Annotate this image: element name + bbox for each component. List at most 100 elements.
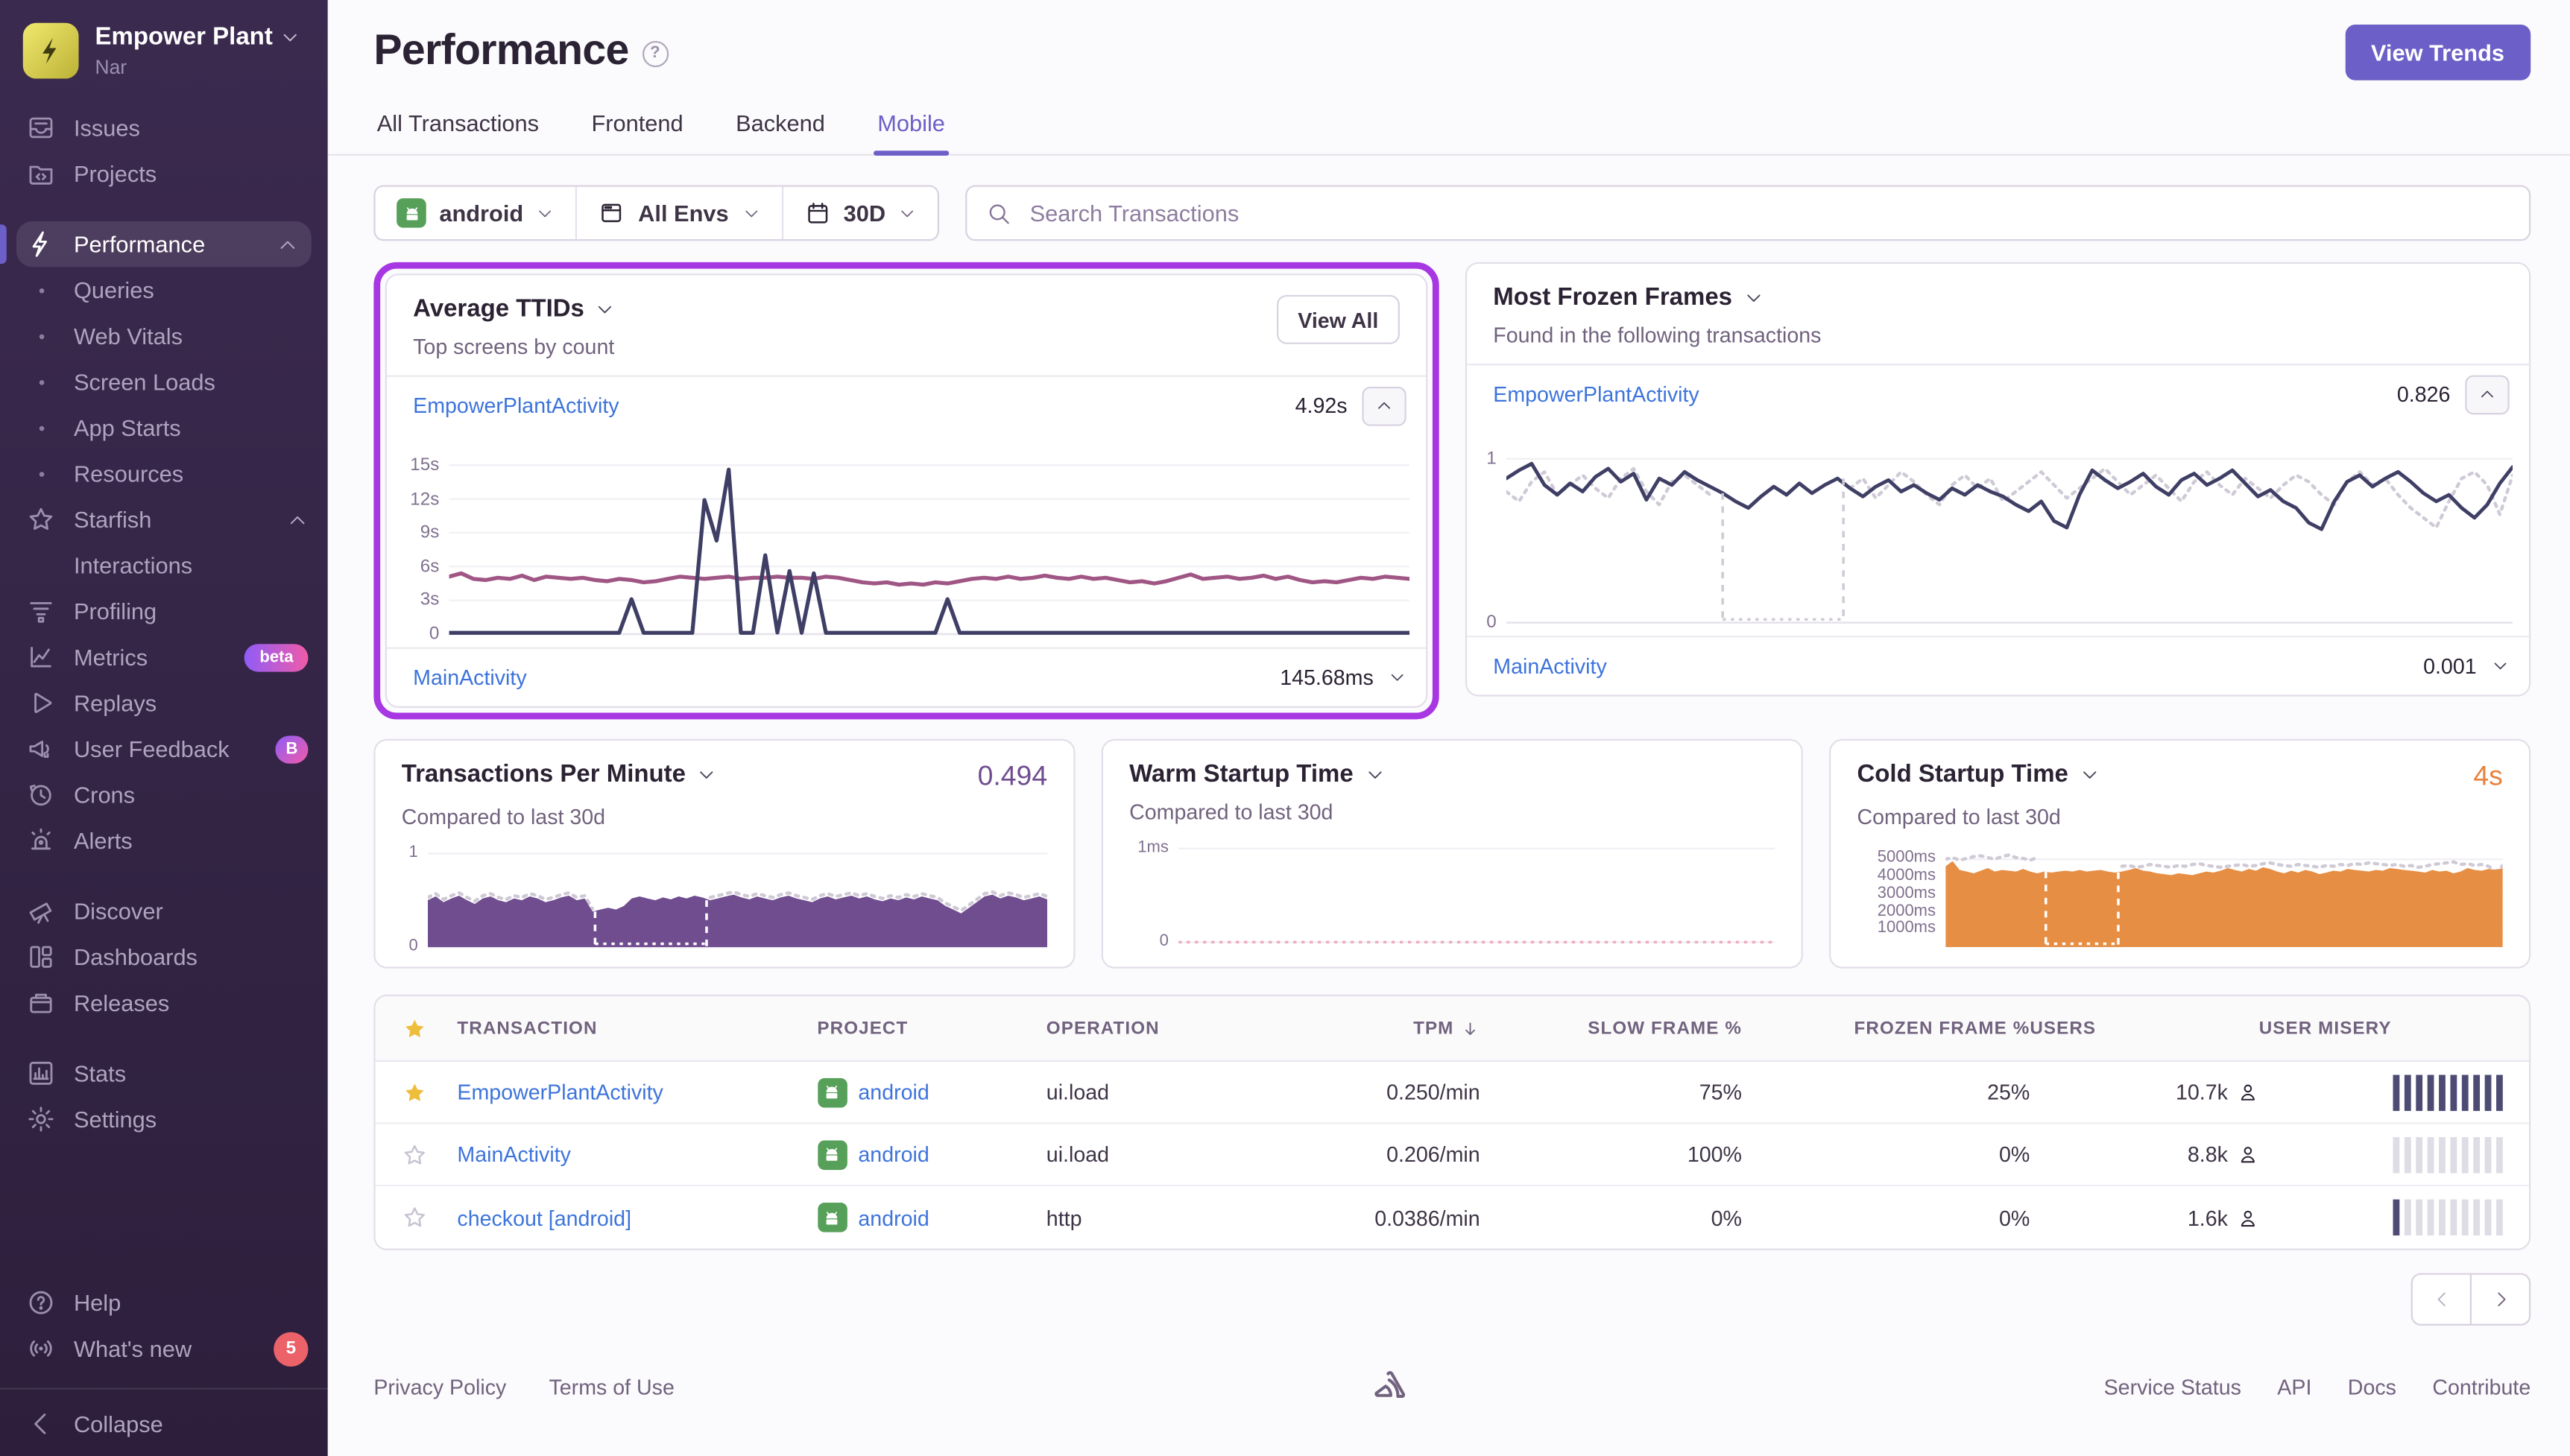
sidebar-item-metrics[interactable]: Metrics beta bbox=[0, 634, 328, 680]
help-icon bbox=[26, 1288, 56, 1317]
collapse-row-button[interactable] bbox=[2465, 374, 2510, 414]
sidebar-item-label: Web Vitals bbox=[73, 323, 183, 349]
collapse-row-button[interactable] bbox=[1362, 385, 1406, 425]
expand-row-chevron-icon[interactable] bbox=[1389, 668, 1406, 686]
sidebar-item-releases[interactable]: Releases bbox=[0, 980, 328, 1026]
sidebar-item-label: Dashboards bbox=[73, 943, 198, 970]
sidebar-item-performance[interactable]: Performance bbox=[0, 221, 312, 268]
next-page-button[interactable] bbox=[2469, 1273, 2531, 1326]
tab-mobile[interactable]: Mobile bbox=[874, 100, 949, 156]
transaction-link[interactable]: MainActivity bbox=[413, 665, 527, 690]
sidebar-item-interactions[interactable]: Interactions bbox=[0, 542, 328, 589]
sidebar-item-label: Metrics bbox=[73, 644, 148, 671]
footer-link-terms-of-use[interactable]: Terms of Use bbox=[549, 1373, 675, 1399]
project-link[interactable]: android bbox=[858, 1142, 929, 1167]
transaction-link[interactable]: EmpowerPlantActivity bbox=[1493, 382, 1699, 407]
transaction-link[interactable]: EmpowerPlantActivity bbox=[457, 1080, 663, 1105]
warm-startup-subtitle: Compared to last 30d bbox=[1129, 800, 1333, 825]
sidebar-item-crons[interactable]: Crons bbox=[0, 772, 328, 818]
project-filter[interactable]: android bbox=[376, 187, 576, 239]
transactions-table: Transaction Project Operation TPM Slow Frame… bbox=[373, 994, 2531, 1250]
column-header-user-misery[interactable]: User Misery bbox=[2258, 1018, 2392, 1039]
sidebar-item-queries[interactable]: Queries bbox=[0, 267, 328, 313]
column-header-slow-frame-[interactable]: Slow Frame % bbox=[1588, 1018, 1742, 1039]
sidebar-item-starfish[interactable]: Starfish bbox=[0, 496, 328, 542]
warm-startup-card: Warm Startup Time Compared to last 30d 1… bbox=[1101, 738, 1803, 969]
sidebar-item-replays[interactable]: Replays bbox=[0, 680, 328, 727]
column-header-project[interactable]: Project bbox=[817, 1018, 909, 1039]
sidebar-item-user-feedback[interactable]: User Feedback B bbox=[0, 726, 328, 772]
help-icon[interactable]: ? bbox=[642, 39, 669, 67]
footer-link-service-status[interactable]: Service Status bbox=[2103, 1373, 2241, 1399]
lightning-icon bbox=[26, 230, 56, 259]
projects-icon bbox=[26, 159, 56, 189]
sidebar-item-alerts[interactable]: Alerts bbox=[0, 817, 328, 864]
android-project-icon bbox=[397, 198, 426, 228]
project-link[interactable]: android bbox=[858, 1080, 929, 1105]
warm-startup-title-dropdown[interactable]: Warm Startup Time bbox=[1129, 760, 1384, 788]
sidebar-item-help[interactable]: Help bbox=[0, 1279, 328, 1326]
tab-backend[interactable]: Backend bbox=[736, 110, 825, 136]
footer-link-privacy-policy[interactable]: Privacy Policy bbox=[373, 1373, 507, 1399]
environment-filter[interactable]: All Envs bbox=[575, 186, 781, 240]
sidebar-item-label: Issues bbox=[73, 114, 140, 142]
column-header-users[interactable]: Users bbox=[2030, 1018, 2097, 1039]
sidebar-item-profiling[interactable]: Profiling bbox=[0, 588, 328, 634]
transaction-link[interactable]: MainActivity bbox=[1493, 653, 1607, 679]
footer-link-docs[interactable]: Docs bbox=[2347, 1373, 2396, 1399]
sidebar-item-dashboards[interactable]: Dashboards bbox=[0, 934, 328, 980]
sidebar-item-discover[interactable]: Discover bbox=[0, 888, 328, 934]
sidebar-item-collapse[interactable]: Collapse bbox=[0, 1401, 328, 1447]
org-switcher[interactable]: Empower Plant Nar bbox=[0, 0, 328, 92]
y-axis-tick-label: 1000ms bbox=[1877, 920, 1936, 938]
sidebar-item-web-vitals[interactable]: Web Vitals bbox=[0, 313, 328, 359]
sidebar-item-label: App Starts bbox=[73, 414, 181, 441]
expand-row-chevron-icon[interactable] bbox=[2491, 657, 2509, 675]
operation-cell: ui.load bbox=[1046, 1142, 1110, 1167]
average-ttids-title-dropdown[interactable]: Average TTIDs bbox=[413, 295, 616, 323]
column-header-operation[interactable]: Operation bbox=[1046, 1018, 1160, 1039]
search-input[interactable] bbox=[1026, 198, 2510, 228]
cold-startup-card: Cold Startup Time 4s Compared to last 30… bbox=[1829, 738, 2531, 969]
transaction-link[interactable]: EmpowerPlantActivity bbox=[413, 393, 619, 418]
sidebar-item-projects[interactable]: Projects bbox=[0, 151, 328, 197]
tab-frontend[interactable]: Frontend bbox=[591, 110, 683, 136]
sidebar-item-app-starts[interactable]: App Starts bbox=[0, 405, 328, 451]
pagination bbox=[328, 1273, 2531, 1326]
footer-link-api[interactable]: API bbox=[2277, 1373, 2312, 1399]
column-header-transaction[interactable]: Transaction bbox=[457, 1018, 598, 1039]
transaction-link[interactable]: MainActivity bbox=[457, 1142, 571, 1167]
most-frozen-frames-title-dropdown[interactable]: Most Frozen Frames bbox=[1493, 283, 1821, 311]
view-all-button[interactable]: View All bbox=[1276, 294, 1400, 344]
calendar-icon bbox=[804, 200, 830, 226]
view-trends-button[interactable]: View Trends bbox=[2344, 24, 2531, 80]
sidebar-item-stats[interactable]: Stats bbox=[0, 1051, 328, 1097]
date-range-filter[interactable]: 30D bbox=[781, 186, 938, 240]
tpm-title-dropdown[interactable]: Transactions Per Minute bbox=[402, 760, 717, 788]
frozen-frame-cell: 25% bbox=[1987, 1080, 2030, 1105]
transaction-link[interactable]: checkout [android] bbox=[457, 1205, 632, 1230]
sidebar: Empower Plant Nar Issues Projects Performa… bbox=[0, 0, 328, 1456]
sidebar-item-screen-loads[interactable]: Screen Loads bbox=[0, 359, 328, 405]
android-project-icon bbox=[817, 1077, 847, 1107]
star-toggle-icon[interactable] bbox=[402, 1142, 428, 1168]
frozen-frames-line-chart bbox=[1506, 436, 2513, 626]
star-toggle-icon[interactable] bbox=[402, 1204, 428, 1230]
sidebar-item-settings[interactable]: Settings bbox=[0, 1096, 328, 1142]
column-header-frozen-frame-[interactable]: Frozen Frame % bbox=[1854, 1018, 2030, 1039]
sidebar-item-issues[interactable]: Issues bbox=[0, 105, 328, 151]
slow-frame-cell: 100% bbox=[1687, 1142, 1742, 1167]
footer-link-contribute[interactable]: Contribute bbox=[2432, 1373, 2531, 1399]
sidebar-item-what-s-new[interactable]: What's new 5 bbox=[0, 1326, 328, 1372]
project-link[interactable]: android bbox=[858, 1205, 929, 1230]
metrics-icon bbox=[26, 642, 56, 672]
cold-startup-title-dropdown[interactable]: Cold Startup Time bbox=[1857, 760, 2099, 788]
previous-page-button[interactable] bbox=[2410, 1273, 2472, 1326]
star-toggle-icon[interactable] bbox=[402, 1079, 428, 1105]
sidebar-item-resources[interactable]: Resources bbox=[0, 451, 328, 497]
sidebar-nav: Issues Projects Performance Queries Web Vita… bbox=[0, 92, 328, 1142]
tab-all-transactions[interactable]: All Transactions bbox=[376, 110, 540, 136]
ttid-top-value: 4.92s bbox=[1295, 393, 1348, 418]
column-header-tpm[interactable]: TPM bbox=[1259, 1019, 1480, 1038]
